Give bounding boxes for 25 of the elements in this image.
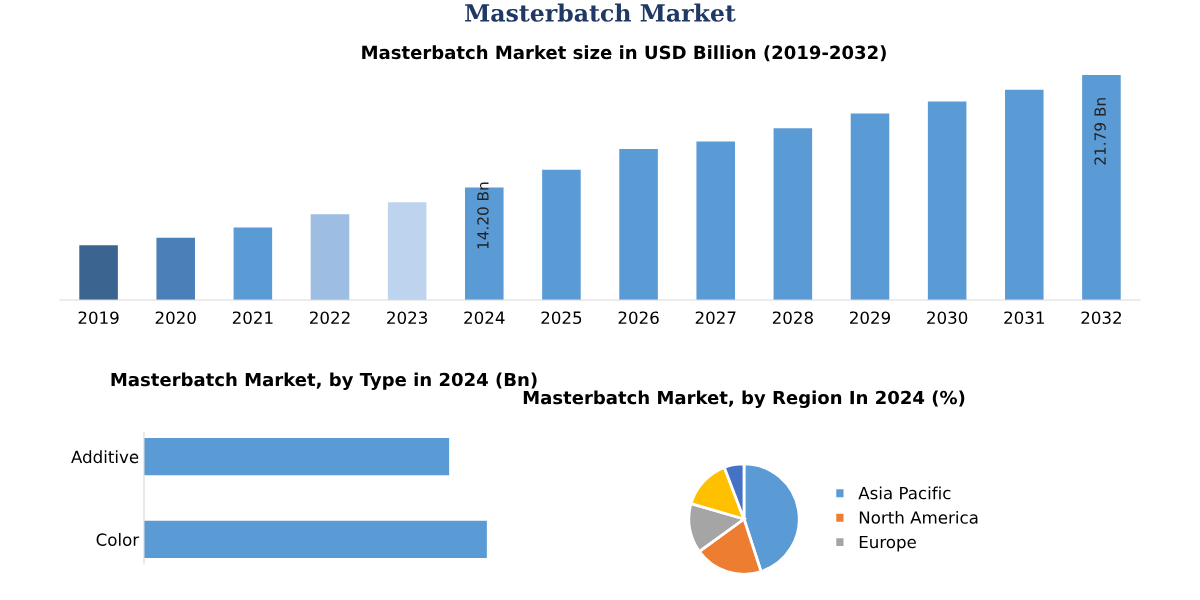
x-tick-label: 2029	[850, 311, 891, 325]
legend-label: Europe	[859, 535, 916, 552]
x-tick-label: 2023	[387, 311, 428, 325]
legend-label: Asia Pacific	[858, 486, 951, 500]
legend-label: North America	[859, 510, 978, 524]
chart-title: Masterbatch Market	[465, 3, 736, 22]
data-label: 21.79 Bn	[1094, 98, 1106, 165]
y-tick-label: Color	[96, 533, 140, 546]
y-tick-label: Additive	[71, 450, 139, 464]
x-tick-label: 2026	[618, 311, 659, 325]
x-tick-label: 2021	[232, 311, 273, 325]
x-tick-label: 2028	[772, 311, 813, 325]
x-tick-label: 2027	[695, 311, 736, 325]
x-tick-label: 2020	[155, 311, 196, 325]
chart-title: Masterbatch Market, by Region In 2024 (%)	[523, 390, 965, 408]
chart-title: Masterbatch Market, by Type in 2024 (Bn)	[111, 372, 537, 390]
x-tick-label: 2030	[927, 311, 968, 325]
x-tick-label: 2024	[464, 311, 505, 325]
x-tick-label: 2031	[1004, 311, 1044, 325]
x-tick-label: 2019	[78, 311, 119, 325]
chart-subtitle: Masterbatch Market size in USD Billion (2019-2032)	[362, 45, 886, 62]
data-label: 14.20 Bn	[477, 182, 489, 249]
x-tick-label: 2022	[310, 311, 350, 325]
x-tick-label: 2025	[541, 311, 582, 325]
x-tick-label: 2032	[1081, 311, 1121, 325]
